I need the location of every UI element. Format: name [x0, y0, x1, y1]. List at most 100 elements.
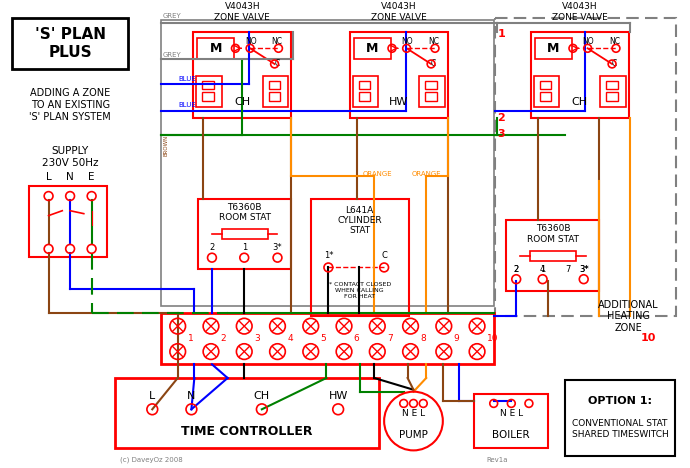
Text: 10: 10 — [640, 333, 656, 343]
Text: L: L — [149, 391, 155, 401]
Text: M: M — [547, 42, 560, 55]
Text: V4043H
ZONE VALVE: V4043H ZONE VALVE — [215, 2, 270, 22]
Text: ORANGE: ORANGE — [362, 171, 392, 177]
Text: N E L: N E L — [402, 409, 425, 418]
Text: L: L — [46, 172, 52, 183]
Bar — [474, 394, 549, 448]
Text: NC: NC — [272, 37, 283, 45]
Bar — [540, 80, 551, 89]
Text: L641A
CYLINDER
STAT: L641A CYLINDER STAT — [337, 205, 382, 235]
Bar — [354, 37, 391, 59]
Text: C: C — [612, 59, 618, 68]
Bar — [359, 80, 371, 89]
Text: 2: 2 — [497, 113, 505, 123]
Text: OPTION 1:: OPTION 1: — [588, 396, 652, 407]
Text: 3*: 3* — [273, 243, 282, 252]
Text: 2: 2 — [513, 265, 519, 274]
Text: 7: 7 — [387, 334, 393, 344]
Bar — [495, 18, 676, 316]
Text: T6360B
ROOM STAT: T6360B ROOM STAT — [219, 203, 270, 222]
Text: 1: 1 — [540, 265, 545, 274]
Bar — [263, 76, 288, 107]
Text: M: M — [210, 42, 222, 55]
Bar — [531, 32, 629, 118]
Text: 3: 3 — [254, 334, 259, 344]
Text: HW: HW — [328, 391, 348, 401]
Bar — [197, 37, 235, 59]
Bar — [353, 76, 378, 107]
Bar — [202, 80, 214, 89]
Text: 4: 4 — [540, 265, 545, 274]
Bar — [425, 92, 437, 101]
Text: 10: 10 — [487, 334, 498, 344]
Text: N: N — [187, 391, 195, 401]
Text: 5: 5 — [321, 334, 326, 344]
Text: V4043H
ZONE VALVE: V4043H ZONE VALVE — [552, 2, 608, 22]
Bar — [359, 92, 371, 101]
Text: 'S' PLAN
PLUS: 'S' PLAN PLUS — [34, 27, 106, 59]
Text: 1*: 1* — [324, 251, 333, 260]
Text: NO: NO — [402, 37, 413, 45]
Text: CH: CH — [234, 97, 250, 107]
Text: NO: NO — [245, 37, 257, 45]
Text: C: C — [275, 59, 280, 68]
Text: NC: NC — [428, 37, 439, 45]
Text: ORANGE: ORANGE — [411, 171, 441, 177]
Text: E: E — [88, 172, 95, 183]
Bar — [565, 380, 675, 456]
Text: GREY: GREY — [163, 52, 181, 58]
Bar — [607, 92, 618, 101]
Text: 3*: 3* — [579, 265, 589, 274]
Text: BLUE: BLUE — [179, 75, 197, 81]
Bar — [420, 76, 445, 107]
Bar — [530, 251, 576, 261]
Text: BLUE: BLUE — [179, 102, 197, 108]
Bar — [534, 76, 560, 107]
Text: N: N — [66, 172, 74, 183]
Text: N E L: N E L — [500, 409, 523, 418]
Text: BROWN: BROWN — [163, 134, 168, 156]
Bar — [202, 92, 214, 101]
Text: CH: CH — [572, 97, 588, 107]
Text: 4: 4 — [287, 334, 293, 344]
Text: CH: CH — [254, 391, 270, 401]
Text: 2: 2 — [513, 265, 519, 274]
Text: BOILER: BOILER — [493, 430, 530, 440]
Text: 7: 7 — [565, 265, 571, 274]
Text: M: M — [366, 42, 379, 55]
Bar — [198, 199, 291, 270]
Text: NC: NC — [609, 37, 620, 45]
Bar — [161, 314, 494, 364]
Text: * CONTACT CLOSED
WHEN CALLING
FOR HEAT: * CONTACT CLOSED WHEN CALLING FOR HEAT — [328, 282, 391, 299]
Text: GREY: GREY — [163, 13, 181, 19]
Bar — [535, 37, 572, 59]
Text: V4043H
ZONE VALVE: V4043H ZONE VALVE — [371, 2, 426, 22]
Text: 1: 1 — [188, 334, 193, 344]
Text: TIME CONTROLLER: TIME CONTROLLER — [181, 425, 313, 439]
Text: 2: 2 — [221, 334, 226, 344]
Text: (c) DaveyOz 2008: (c) DaveyOz 2008 — [120, 457, 183, 463]
Bar — [221, 229, 268, 239]
Bar — [29, 186, 107, 256]
Text: PUMP: PUMP — [399, 430, 428, 440]
Bar — [161, 20, 494, 306]
Text: ADDING A ZONE
TO AN EXISTING
'S' PLAN SYSTEM: ADDING A ZONE TO AN EXISTING 'S' PLAN SY… — [29, 88, 111, 122]
Bar — [115, 378, 380, 448]
Text: 9: 9 — [453, 334, 460, 344]
Bar — [268, 92, 280, 101]
Bar — [607, 80, 618, 89]
Text: 1: 1 — [241, 243, 247, 252]
Bar — [425, 80, 437, 89]
Bar — [540, 92, 551, 101]
Text: Rev1a: Rev1a — [487, 457, 509, 463]
Text: C: C — [381, 251, 387, 260]
Bar — [506, 220, 600, 291]
Text: 2: 2 — [209, 243, 215, 252]
Text: SUPPLY
230V 50Hz: SUPPLY 230V 50Hz — [42, 146, 99, 168]
Text: 3: 3 — [497, 130, 505, 139]
Text: ADDITIONAL
HEATING
ZONE: ADDITIONAL HEATING ZONE — [598, 300, 659, 333]
Bar — [196, 76, 221, 107]
Bar — [600, 76, 626, 107]
Text: 6: 6 — [354, 334, 359, 344]
Text: HW: HW — [389, 97, 408, 107]
